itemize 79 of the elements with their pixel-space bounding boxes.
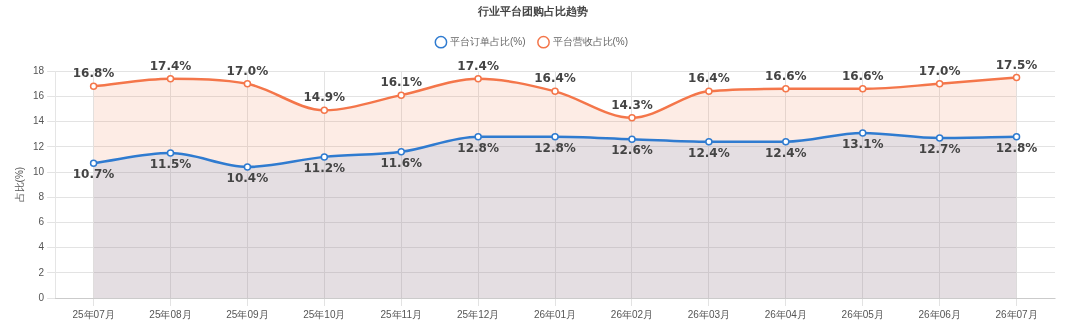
legend-label: 平台订单占比(%)	[449, 35, 526, 47]
x-tick-label: 25年11月	[380, 308, 422, 320]
point	[551, 132, 559, 141]
point	[397, 148, 405, 156]
data-label: 16.4%	[688, 71, 730, 86]
y-tick-label: 10	[33, 165, 45, 177]
point	[551, 87, 559, 96]
x-tick-label: 26年07月	[995, 308, 1038, 320]
y-axis-title: 占比(%)	[13, 166, 25, 203]
data-label: 16.8%	[72, 66, 115, 81]
point	[628, 114, 636, 122]
x-tick-label: 25年08月	[149, 308, 192, 320]
x-tick-label: 25年12月	[457, 308, 500, 320]
point	[705, 138, 713, 146]
point	[705, 87, 713, 96]
legend-label: 平台营收占比(%)	[552, 35, 629, 47]
x-tick-label: 26年02月	[610, 308, 654, 320]
point	[397, 91, 405, 99]
data-label: 10.4%	[226, 171, 269, 186]
point	[858, 85, 867, 93]
data-label: 11.2%	[303, 161, 346, 176]
y-tick-label: 14	[33, 115, 45, 127]
data-label: 17.4%	[457, 58, 499, 73]
data-label: 16.6%	[764, 68, 807, 83]
point	[243, 80, 252, 88]
point	[474, 132, 482, 141]
y-tick-label: 8	[38, 190, 45, 202]
point	[320, 106, 329, 115]
data-label: 11.6%	[380, 155, 423, 170]
x-tick-label: 25年10月	[303, 308, 346, 320]
data-label: 10.7%	[72, 167, 115, 182]
y-tick-label: 6	[38, 216, 45, 228]
data-label: 17.0%	[226, 63, 269, 78]
point	[782, 85, 790, 93]
data-label: 14.3%	[611, 97, 653, 112]
point	[474, 75, 482, 83]
point	[89, 159, 98, 167]
x-tick-label: 26年06月	[918, 308, 961, 320]
y-tick-label: 18	[33, 64, 45, 76]
point	[858, 129, 867, 137]
x-tick-label: 25年07月	[72, 308, 115, 320]
y-tick-label: 12	[33, 140, 45, 152]
data-label: 12.6%	[611, 143, 653, 158]
data-label: 16.4%	[534, 71, 576, 86]
data-label: 17.5%	[995, 57, 1038, 72]
data-label: 12.7%	[918, 142, 961, 157]
chart-title: 行业平台团购占比趋势	[476, 5, 588, 19]
y-tick-label: 2	[38, 266, 45, 278]
point	[243, 163, 252, 171]
point	[89, 82, 98, 91]
point	[782, 138, 790, 146]
point	[320, 153, 329, 161]
x-tick-label: 26年04月	[764, 308, 807, 320]
data-label: 16.1%	[380, 75, 423, 90]
x-tick-label: 26年03月	[687, 308, 731, 320]
point	[628, 135, 636, 143]
point	[1012, 132, 1021, 141]
data-label: 13.1%	[841, 137, 884, 152]
x-tick-label: 26年01月	[533, 308, 577, 320]
data-label: 17.4%	[149, 58, 192, 73]
point	[935, 134, 944, 142]
y-tick-label: 4	[38, 241, 45, 253]
point	[935, 80, 944, 88]
data-label: 12.4%	[688, 145, 730, 160]
point	[166, 149, 175, 157]
data-label: 14.9%	[303, 90, 346, 105]
y-tick-label: 16	[33, 90, 45, 102]
data-label: 16.6%	[841, 68, 884, 83]
data-label: 12.8%	[457, 140, 499, 155]
point	[166, 75, 175, 83]
data-label: 17.0%	[918, 63, 961, 78]
data-label: 12.8%	[534, 140, 576, 155]
y-tick-label: 0	[38, 291, 45, 303]
point	[1012, 73, 1021, 82]
data-label: 11.5%	[149, 157, 192, 172]
x-tick-label: 26年05月	[841, 308, 884, 320]
x-tick-label: 25年09月	[226, 308, 269, 320]
data-label: 12.4%	[764, 145, 807, 160]
data-label: 12.8%	[995, 140, 1038, 155]
